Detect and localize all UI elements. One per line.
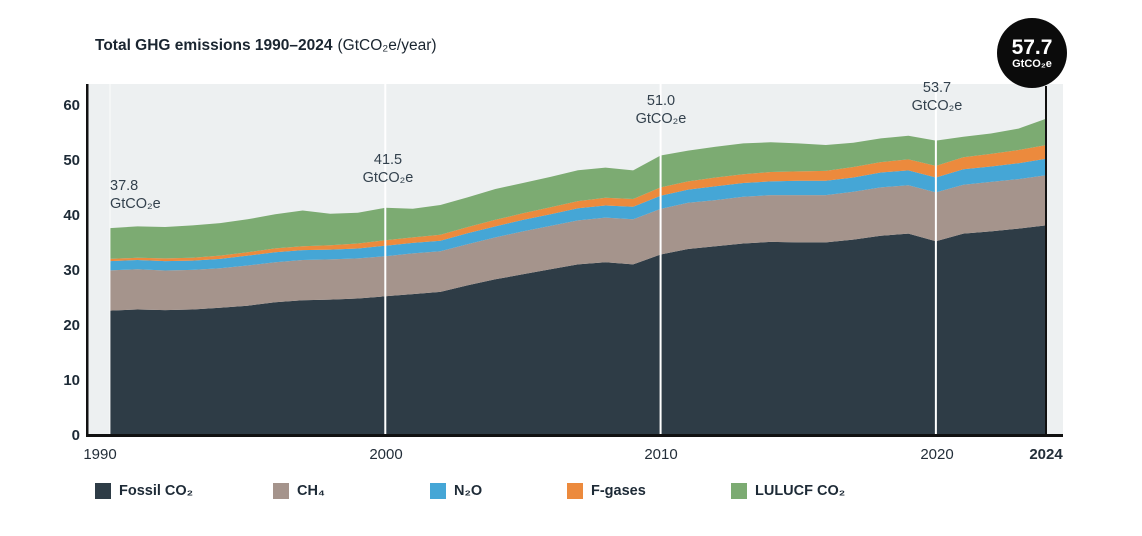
f-gases-swatch-icon [567, 483, 583, 499]
annotation-2010-value: 51.0 [646, 93, 676, 109]
annotation-1990-value: 37.8 [110, 178, 139, 194]
area-lulucf-co [110, 118, 1046, 259]
y-tick-40: 40 [63, 207, 80, 224]
y-tick-20: 20 [63, 317, 80, 334]
annotation-1990: 37.8 GtCO₂e [110, 177, 161, 213]
legend-item-fossil-co2: Fossil CO₂ [95, 483, 193, 499]
y-axis-line [86, 84, 89, 437]
legend-label-f-gases: F-gases [591, 483, 646, 499]
x-label-2020: 2020 [920, 446, 954, 463]
x-label-2024: 2024 [1029, 446, 1063, 463]
lulucf-co2-swatch-icon [731, 483, 747, 499]
total-badge: 57.7 GtCO₂e [997, 18, 1067, 88]
annotation-1990-unit: GtCO₂e [110, 196, 161, 212]
area-fossil-co [110, 225, 1046, 436]
annotation-2020-unit: GtCO₂e [911, 98, 963, 114]
annotation-2020: 53.7 GtCO₂e [877, 79, 997, 115]
legend-item-f-gases: F-gases [567, 483, 646, 499]
y-tick-60: 60 [63, 97, 80, 114]
chart-svg [86, 84, 1063, 437]
badge-value: 57.7 [1011, 35, 1053, 59]
x-label-1990: 1990 [83, 446, 117, 463]
chart-title-main: Total GHG emissions 1990–2024 [95, 37, 333, 54]
legend-label-fossil-co2: Fossil CO₂ [119, 483, 194, 499]
y-tick-0: 0 [71, 427, 80, 444]
x-label-2010: 2010 [644, 446, 678, 463]
legend-item-n2o: N₂O [430, 483, 482, 499]
y-tick-10: 10 [63, 372, 80, 389]
legend-label-ch4: CH₄ [297, 483, 325, 499]
ch4-swatch-icon [273, 483, 289, 499]
legend-item-lulucf-co2: LULUCF CO₂ [731, 483, 845, 499]
annotation-2020-value: 53.7 [922, 80, 952, 96]
chart-title-unit: (GtCO₂e/year) [337, 37, 437, 54]
y-tick-50: 50 [63, 152, 80, 169]
chart-title: Total GHG emissions 1990–2024 (GtCO₂e/yea… [95, 37, 437, 55]
annotation-2010-unit: GtCO₂e [635, 111, 687, 127]
x-label-2000: 2000 [369, 446, 403, 463]
annotation-2000: 41.5 GtCO₂e [328, 151, 448, 187]
legend-label-n2o: N₂O [454, 483, 483, 499]
fossil-co2-swatch-icon [95, 483, 111, 499]
annotation-2010: 51.0 GtCO₂e [601, 92, 721, 128]
area-f-gases [110, 145, 1046, 262]
legend-label-lulucf-co2: LULUCF CO₂ [755, 483, 846, 499]
legend-item-ch4: CH₄ [273, 483, 325, 499]
n2o-swatch-icon [430, 483, 446, 499]
x-axis-line [86, 434, 1063, 437]
annotation-2000-value: 41.5 [373, 152, 403, 168]
area-ch [110, 175, 1046, 311]
area-n-o [110, 158, 1046, 271]
y-tick-30: 30 [63, 262, 80, 279]
badge-unit: GtCO₂e [1012, 57, 1052, 70]
annotation-2000-unit: GtCO₂e [362, 170, 414, 186]
